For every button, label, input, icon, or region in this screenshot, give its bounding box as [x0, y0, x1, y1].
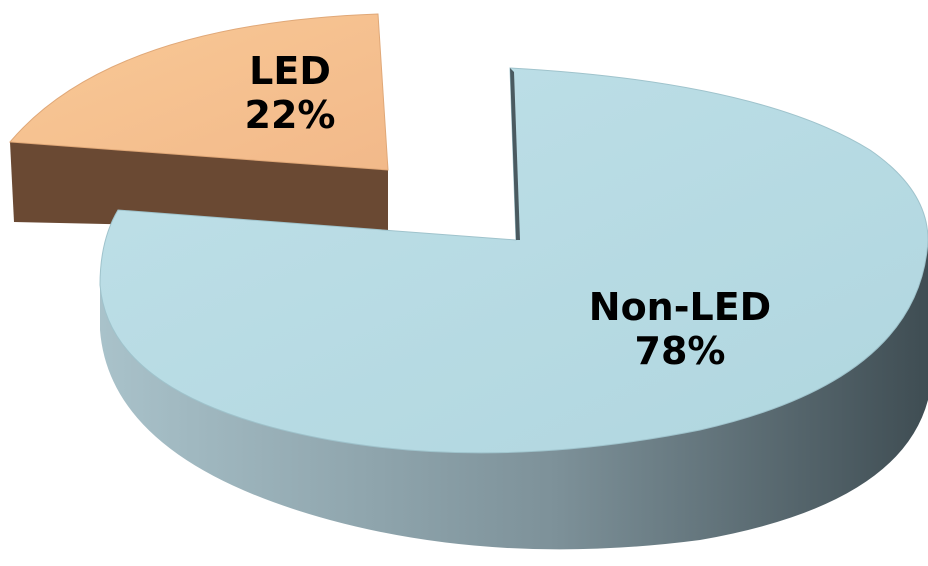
pie-slice-nonled-cut-edge — [510, 68, 520, 240]
pie-slice-nonled-top — [99, 67, 928, 454]
pie-slice-led-side — [10, 142, 388, 230]
slice-label-led-value: 22% — [245, 93, 336, 137]
pie-slice-led-top — [8, 13, 389, 171]
slice-label-nonled-category: Non-LED — [589, 285, 771, 329]
pie-slice-nonled-side — [100, 230, 928, 550]
slice-label-led-category: LED — [249, 49, 331, 93]
pie-slice-nonled: Non-LED 78% — [99, 67, 928, 550]
pie-slice-led: LED 22% — [8, 13, 389, 230]
slice-label-nonled-value: 78% — [635, 329, 726, 373]
